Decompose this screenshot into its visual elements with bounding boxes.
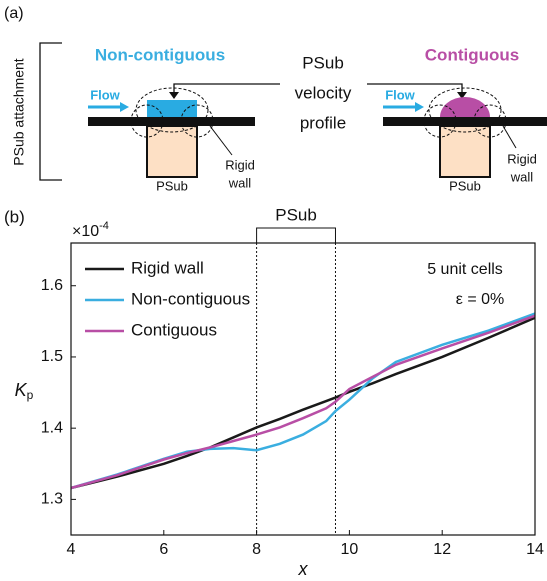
series-line: [71, 316, 535, 488]
y-tick-label: 1.4: [41, 419, 63, 436]
page: (a) PSub attachment Non-contiguous Conti…: [0, 0, 547, 581]
rigid-wall: [383, 117, 547, 126]
rigid-wall: [88, 117, 255, 126]
velocity-profile: [147, 100, 197, 117]
wall-label: wall: [510, 169, 534, 184]
panel-label: (b): [4, 207, 25, 226]
flow-label: Flow: [385, 87, 415, 102]
panel-label: (a): [4, 5, 24, 22]
arrowhead: [415, 102, 424, 112]
psub-label: PSub: [449, 178, 481, 193]
y-multiplier: ×10-4: [72, 220, 109, 240]
wall-label: wall: [228, 175, 252, 190]
annotation: ε = 0%: [456, 291, 505, 308]
figure: (a) PSub attachment Non-contiguous Conti…: [0, 0, 547, 581]
psub-box: [440, 126, 490, 177]
center-label: PSub: [302, 53, 344, 72]
y-tick-label: 1.6: [41, 277, 63, 294]
wall-label: Rigid: [225, 157, 255, 172]
y-axis-label: Kp: [15, 380, 34, 402]
series-line: [71, 318, 535, 488]
legend-label: Non-contiguous: [131, 289, 250, 308]
region-label: PSub: [275, 205, 317, 224]
y-tick-label: 1.5: [41, 348, 63, 365]
center-label: velocity: [295, 83, 352, 102]
x-tick-label: 14: [526, 541, 544, 558]
x-tick-label: 4: [67, 541, 76, 558]
psub-box: [147, 126, 197, 177]
x-axis-label: x: [298, 559, 309, 579]
region-bracket: [257, 228, 336, 243]
flow-label: Flow: [90, 87, 120, 102]
leader: [210, 126, 232, 155]
wall-label: Rigid: [507, 151, 537, 166]
legend-label: Rigid wall: [131, 258, 204, 277]
x-tick-label: 10: [341, 541, 359, 558]
left-title: Non-contiguous: [95, 45, 225, 64]
center-label: profile: [300, 113, 346, 132]
plot-frame: [71, 243, 535, 535]
x-tick-label: 12: [433, 541, 451, 558]
right-title: Contiguous: [425, 45, 519, 64]
arrowhead: [169, 92, 179, 99]
arrowhead: [120, 102, 129, 112]
side-label: PSub attachment: [11, 58, 27, 166]
annotation: 5 unit cells: [427, 261, 503, 278]
bracket: [40, 43, 62, 180]
psub-label: PSub: [156, 178, 188, 193]
leader: [503, 126, 516, 148]
y-tick-label: 1.3: [41, 491, 63, 508]
x-tick-label: 6: [159, 541, 168, 558]
legend-label: Contiguous: [131, 320, 217, 339]
x-tick-label: 8: [252, 541, 261, 558]
